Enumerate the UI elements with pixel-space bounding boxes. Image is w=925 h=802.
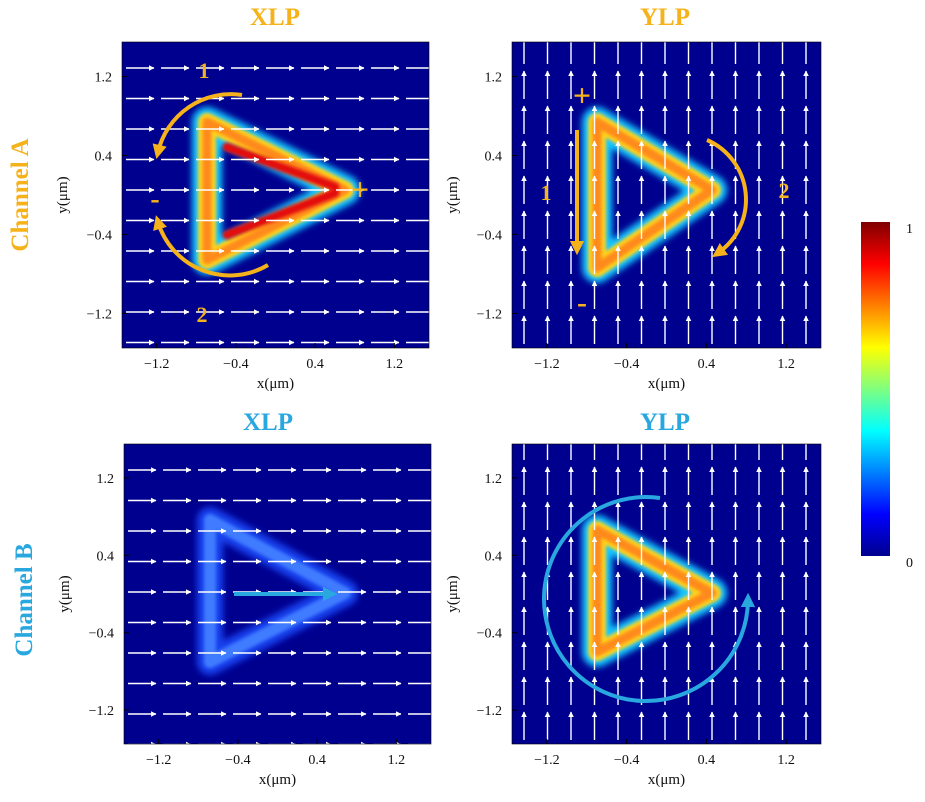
y-tick-label: 0.4: [485, 549, 503, 564]
label-1: 1: [199, 58, 210, 83]
colorbar-min-label: 0: [906, 556, 913, 571]
y-tick-label: −0.4: [89, 627, 114, 642]
y-tick-label: −0.4: [87, 228, 112, 243]
x-tick-label: −1.2: [534, 357, 559, 372]
plot-frame: [511, 41, 822, 349]
panel-1: XLP −1.2 −1.2 −0.4 −0.4 0.4 0.4 1.2 1.2 x(μm) y(μm…: [55, 4, 430, 392]
y-tick-label: −1.2: [89, 704, 114, 719]
y-tick-label: −0.4: [477, 228, 502, 243]
y-tick-label: 0.4: [485, 150, 503, 165]
x-tick-label: −1.2: [534, 753, 559, 768]
x-tick-label: 0.4: [698, 753, 716, 768]
colorbar-gradient: [861, 222, 890, 556]
plot-area: [126, 65, 429, 346]
y-tick-label: 1.2: [485, 472, 503, 487]
y-tick-label: 1.2: [97, 472, 115, 487]
label-2: 2: [197, 302, 208, 327]
row-label-channel-a: Channel A: [7, 138, 34, 251]
y-tick-label: −0.4: [477, 627, 502, 642]
plot-background: [122, 42, 429, 348]
y-axis-label: y(μm): [57, 575, 73, 612]
plus-sign: +: [351, 171, 369, 207]
x-axis-label: x(μm): [648, 772, 685, 788]
colorbar-max-label: 1: [906, 222, 913, 237]
plot-frame: [121, 41, 430, 349]
plot-background: [512, 444, 821, 744]
y-axis-label: y(μm): [55, 176, 71, 213]
x-tick-label: −1.2: [146, 753, 171, 768]
circulation-arrow: [542, 495, 756, 704]
plot-background: [512, 42, 821, 348]
plot-area: [521, 444, 809, 740]
x-tick-label: 0.4: [306, 357, 324, 372]
annotations: [542, 495, 756, 704]
panel-title: YLP: [640, 409, 690, 436]
minus-sign: -: [150, 184, 159, 215]
plot-frame: [511, 443, 822, 745]
y-axis-label: y(μm): [445, 575, 461, 612]
y-tick-label: 0.4: [97, 549, 115, 564]
x-tick-label: 0.4: [308, 753, 326, 768]
x-tick-label: 1.2: [777, 753, 795, 768]
panel-2: YLP −1.2 −1.2 −0.4 −0.4 0.4 0.4 1.2 1.2 x(μm) y(μm…: [445, 4, 822, 392]
plus-sign: +: [573, 77, 591, 113]
field-core: [592, 525, 717, 657]
minus-sign: -: [577, 286, 587, 319]
y-tick-label: 1.2: [485, 71, 503, 86]
x-tick-label: −0.4: [225, 753, 250, 768]
annotations: 1 2 + -: [150, 58, 369, 327]
plot-area: [521, 42, 809, 344]
field-arrows: [126, 65, 429, 346]
x-tick-label: 0.4: [698, 357, 716, 372]
panel-title: XLP: [243, 409, 293, 436]
y-tick-label: −1.2: [87, 307, 112, 322]
plot-frame: [123, 443, 432, 745]
label-2: 2: [779, 178, 790, 203]
rotation-arrow: [706, 138, 748, 258]
panel-title: XLP: [250, 4, 300, 31]
colorbar: 1 0: [861, 222, 913, 571]
y-tick-label: 0.4: [95, 150, 113, 165]
x-tick-label: 1.2: [386, 357, 404, 372]
y-tick-label: −1.2: [477, 307, 502, 322]
row-label-channel-b: Channel B: [11, 543, 38, 656]
x-tick-label: −1.2: [144, 357, 169, 372]
annotations: 1 2 + -: [541, 77, 790, 319]
field-core: [202, 117, 350, 265]
x-tick-label: −0.4: [223, 357, 248, 372]
x-axis-label: x(μm): [257, 376, 294, 392]
x-tick-label: 1.2: [388, 753, 406, 768]
field-arrows: [521, 42, 809, 344]
x-tick-label: −0.4: [614, 753, 639, 768]
panel-title: YLP: [640, 4, 690, 31]
y-tick-label: 1.2: [95, 71, 113, 86]
x-tick-label: 1.2: [777, 357, 795, 372]
x-axis-label: x(μm): [259, 772, 296, 788]
field-core: [204, 514, 351, 668]
panel-3: XLP −1.2 −1.2 −0.4 −0.4 0.4 0.4 1.2 1.2 x(μm) y(μm…: [57, 409, 432, 788]
rotation-arrow-1: [152, 92, 243, 160]
panels: XLP −1.2 −1.2 −0.4 −0.4 0.4 0.4 1.2 1.2 x(μm) y(μm…: [55, 4, 822, 788]
x-axis-label: x(μm): [648, 376, 685, 392]
panel-4: YLP −1.2 −1.2 −0.4 −0.4 0.4 0.4 1.2 1.2 x(μm) y(μm…: [445, 409, 822, 788]
field-arrows: [521, 444, 809, 740]
hot-edge-upper: [222, 142, 340, 192]
rotation-arrow-2: [153, 215, 270, 278]
field-core: [592, 117, 717, 273]
y-tick-label: −1.2: [477, 704, 502, 719]
hot-edge-lower: [222, 188, 340, 240]
label-1: 1: [541, 180, 552, 205]
y-axis-label: y(μm): [445, 176, 461, 213]
x-tick-label: −0.4: [614, 357, 639, 372]
